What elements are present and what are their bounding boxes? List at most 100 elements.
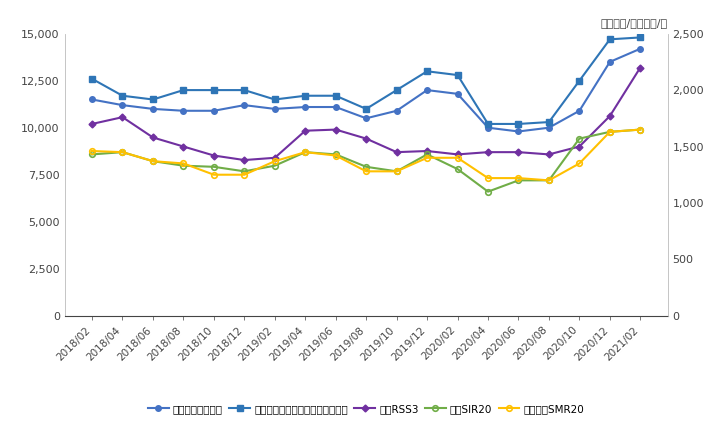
马来西亚SMR20	[149, 159, 157, 164]
印尼SIR20	[240, 169, 248, 174]
印尼SIR20	[605, 129, 614, 134]
泰国RSS3	[545, 152, 554, 157]
上海、山东全乳胶	[453, 91, 462, 96]
上海、山东全乳胶	[575, 108, 584, 113]
马来西亚SMR20	[545, 178, 554, 183]
印尼SIR20	[271, 163, 279, 168]
上海、山东全乳胶	[179, 108, 187, 113]
印尼SIR20	[545, 178, 554, 183]
印尼SIR20	[210, 164, 218, 169]
上海、山东全乳胶	[118, 103, 127, 108]
泰国RSS3	[514, 149, 523, 155]
马来西亚SMR20	[453, 155, 462, 160]
上海、山东全乳胶	[636, 46, 645, 51]
上海期货交易所天然橡胶主力合约	[210, 88, 218, 93]
上海期货交易所天然橡胶主力合约	[453, 72, 462, 77]
马来西亚SMR20	[392, 169, 401, 174]
上海期货交易所天然橡胶主力合约	[636, 35, 645, 40]
印尼SIR20	[179, 163, 187, 168]
Line: 印尼SIR20: 印尼SIR20	[89, 127, 643, 195]
泰国RSS3	[484, 149, 493, 155]
泰国RSS3	[149, 135, 157, 140]
Text: 单位：元/吨，美元/吨: 单位：元/吨，美元/吨	[601, 18, 668, 28]
上海期货交易所天然橡胶主力合约	[545, 120, 554, 125]
上海期货交易所天然橡胶主力合约	[332, 93, 340, 98]
印尼SIR20	[514, 178, 523, 183]
马来西亚SMR20	[362, 169, 370, 174]
泰国RSS3	[271, 155, 279, 160]
泰国RSS3	[362, 136, 370, 141]
上海、山东全乳胶	[484, 125, 493, 130]
上海期货交易所天然橡胶主力合约	[392, 88, 401, 93]
上海期货交易所天然橡胶主力合约	[605, 37, 614, 42]
上海、山东全乳胶	[332, 104, 340, 109]
马来西亚SMR20	[271, 159, 279, 164]
上海期货交易所天然橡胶主力合约	[362, 107, 370, 112]
上海、山东全乳胶	[88, 97, 96, 102]
上海期货交易所天然橡胶主力合约	[88, 76, 96, 81]
上海、山东全乳胶	[240, 103, 248, 108]
上海期货交易所天然橡胶主力合约	[575, 78, 584, 83]
马来西亚SMR20	[88, 149, 96, 154]
上海、山东全乳胶	[605, 59, 614, 64]
马来西亚SMR20	[484, 176, 493, 181]
上海、山东全乳胶	[514, 129, 523, 134]
上海、山东全乳胶	[423, 88, 432, 93]
Line: 上海期货交易所天然橡胶主力合约: 上海期货交易所天然橡胶主力合约	[89, 35, 643, 127]
马来西亚SMR20	[240, 172, 248, 177]
泰国RSS3	[423, 149, 432, 154]
上海、山东全乳胶	[271, 107, 279, 112]
上海期货交易所天然橡胶主力合约	[514, 121, 523, 126]
上海期货交易所天然橡胶主力合约	[423, 69, 432, 74]
泰国RSS3	[605, 114, 614, 119]
上海、山东全乳胶	[301, 104, 309, 109]
泰国RSS3	[210, 153, 218, 158]
马来西亚SMR20	[514, 176, 523, 181]
马来西亚SMR20	[179, 161, 187, 166]
上海期货交易所天然橡胶主力合约	[118, 93, 127, 98]
泰国RSS3	[179, 144, 187, 149]
马来西亚SMR20	[210, 172, 218, 177]
Line: 上海、山东全乳胶: 上海、山东全乳胶	[89, 46, 643, 134]
上海、山东全乳胶	[149, 107, 157, 112]
泰国RSS3	[118, 115, 127, 120]
印尼SIR20	[484, 189, 493, 194]
泰国RSS3	[575, 144, 584, 149]
马来西亚SMR20	[636, 127, 645, 132]
印尼SIR20	[118, 149, 127, 155]
马来西亚SMR20	[605, 129, 614, 134]
泰国RSS3	[240, 157, 248, 163]
上海期货交易所天然橡胶主力合约	[149, 97, 157, 102]
印尼SIR20	[332, 152, 340, 157]
马来西亚SMR20	[332, 153, 340, 158]
Line: 泰国RSS3: 泰国RSS3	[90, 65, 643, 163]
马来西亚SMR20	[118, 149, 127, 155]
上海期货交易所天然橡胶主力合约	[301, 93, 309, 98]
印尼SIR20	[575, 136, 584, 141]
上海、山东全乳胶	[392, 108, 401, 113]
印尼SIR20	[362, 164, 370, 169]
泰国RSS3	[453, 152, 462, 157]
泰国RSS3	[88, 121, 96, 126]
马来西亚SMR20	[301, 149, 309, 155]
泰国RSS3	[301, 128, 309, 133]
印尼SIR20	[636, 127, 645, 132]
印尼SIR20	[149, 159, 157, 164]
上海期货交易所天然橡胶主力合约	[179, 88, 187, 93]
印尼SIR20	[453, 167, 462, 172]
印尼SIR20	[423, 152, 432, 157]
马来西亚SMR20	[575, 161, 584, 166]
泰国RSS3	[636, 65, 645, 70]
Legend: 上海、山东全乳胶, 上海期货交易所天然橡胶主力合约, 泰国RSS3, 印尼SIR20, 马来西亚SMR20: 上海、山东全乳胶, 上海期货交易所天然橡胶主力合约, 泰国RSS3, 印尼SIR…	[144, 400, 589, 418]
印尼SIR20	[392, 169, 401, 174]
Line: 马来西亚SMR20: 马来西亚SMR20	[89, 127, 643, 183]
上海、山东全乳胶	[210, 108, 218, 113]
上海、山东全乳胶	[362, 116, 370, 121]
印尼SIR20	[88, 152, 96, 157]
泰国RSS3	[332, 127, 340, 132]
上海期货交易所天然橡胶主力合约	[271, 97, 279, 102]
上海期货交易所天然橡胶主力合约	[484, 121, 493, 126]
印尼SIR20	[301, 149, 309, 155]
泰国RSS3	[392, 149, 401, 155]
上海期货交易所天然橡胶主力合约	[240, 88, 248, 93]
